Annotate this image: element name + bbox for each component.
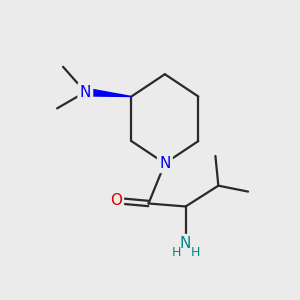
Text: N: N (80, 85, 91, 100)
Polygon shape (85, 88, 131, 97)
Text: H: H (172, 246, 181, 259)
Text: O: O (110, 193, 122, 208)
Text: H: H (190, 246, 200, 259)
Text: N: N (180, 236, 191, 251)
Text: N: N (159, 156, 170, 171)
